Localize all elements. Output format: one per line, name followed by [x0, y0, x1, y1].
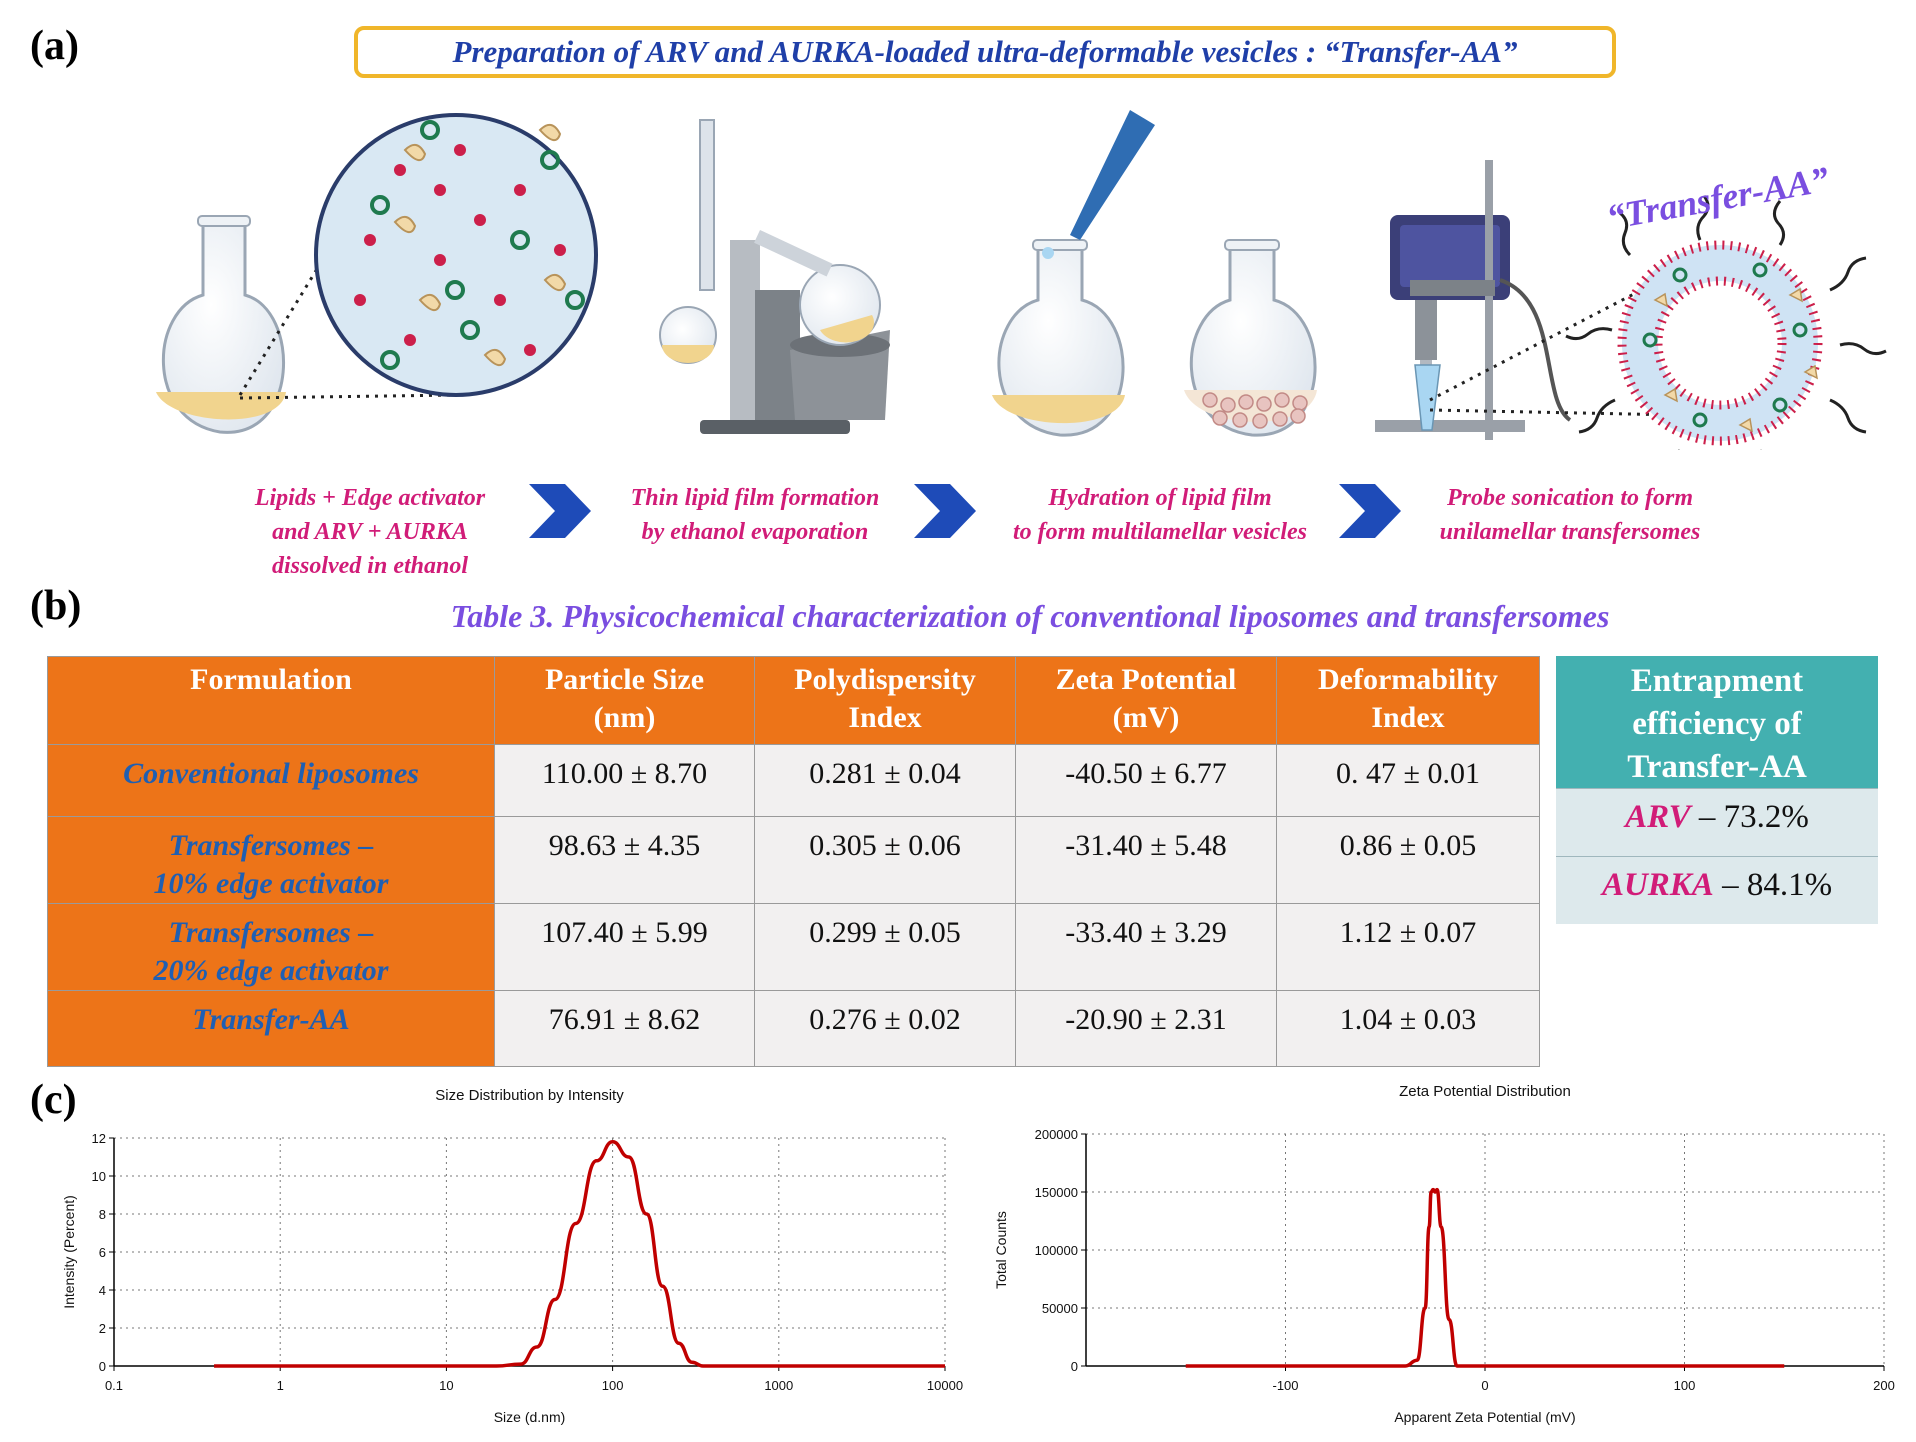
transfersome-vesicle: [1565, 195, 1887, 450]
pdi-cell: 0.305 ± 0.06: [754, 816, 1016, 904]
y-tick-label: 150000: [1035, 1185, 1078, 1200]
entrapment-value: – 73.2%: [1690, 799, 1809, 835]
y-axis-label: Intensity (Percent): [61, 1195, 77, 1309]
chevron-right-icon: [914, 484, 976, 538]
y-tick-label: 6: [99, 1245, 106, 1260]
pdi-cell: 0.299 ± 0.05: [754, 903, 1016, 991]
y-tick-label: 2: [99, 1321, 106, 1336]
y-tick-label: 200000: [1035, 1127, 1078, 1142]
table3-title: Table 3. Physicochemical characterizatio…: [450, 598, 1610, 634]
entrapment-row: AURKA – 84.1%: [1556, 856, 1878, 924]
entrapment-box: Entrapment efficiency of Transfer-AA ARV –…: [1556, 656, 1878, 924]
size-distribution-chart: Size Distribution by Intensity 0 2 4 6 8 10 12 0…: [61, 1087, 963, 1425]
entrapment-value: – 84.1%: [1713, 867, 1833, 903]
deform-cell: 0.86 ± 0.05: [1276, 816, 1540, 904]
pdi-cell: 0.281 ± 0.04: [754, 744, 1016, 817]
zeta-cell: -33.40 ± 3.29: [1015, 903, 1277, 991]
flask-1: [156, 215, 286, 434]
y-tick-label: 4: [99, 1283, 106, 1298]
zeta-cell: -20.90 ± 2.31: [1015, 990, 1277, 1067]
y-tick-label: 10: [92, 1169, 106, 1184]
chart-title: Zeta Potential Distribution: [1399, 1083, 1571, 1100]
entrapment-drug: AURKA: [1601, 867, 1714, 903]
x-tick-label: 1000: [764, 1378, 793, 1393]
table-row: Transfersomes –10% edge activator 98.63 …: [47, 816, 1540, 904]
deform-cell: 1.12 ± 0.07: [1276, 903, 1540, 991]
pdi-cell: 0.276 ± 0.02: [754, 990, 1016, 1067]
size-cell: 107.40 ± 5.99: [494, 903, 755, 991]
x-tick-label: 10: [439, 1378, 453, 1393]
entrapment-header: Entrapment efficiency of Transfer-AA: [1556, 656, 1878, 788]
vesicle-label: “Transfer-AA”: [1604, 159, 1832, 237]
chart-title: Size Distribution by Intensity: [435, 1087, 624, 1104]
y-tick-label: 0: [1071, 1359, 1078, 1374]
x-tick-label: 10000: [927, 1378, 963, 1393]
step-3-text: Hydration of lipid film to form multilame…: [1013, 485, 1307, 545]
panel-label-a: (a): [30, 23, 79, 69]
x-tick-label: 1: [277, 1378, 284, 1393]
zeta-cell: -40.50 ± 6.77: [1015, 744, 1277, 817]
series-line: [214, 1140, 945, 1368]
deform-cell: 0. 47 ± 0.01: [1276, 744, 1540, 817]
formulation-cell: Transfersomes –10% edge activator: [47, 816, 495, 904]
table-row: Conventional liposomes 110.00 ± 8.70 0.2…: [47, 744, 1540, 817]
header-formulation: Formulation: [47, 656, 495, 745]
header-particle-size: Particle Size (nm): [494, 656, 755, 745]
zoom-circle: [314, 113, 598, 397]
header-deformability: Deformability Index: [1276, 656, 1540, 745]
x-tick-label: 100: [1674, 1378, 1696, 1393]
zeta-cell: -31.40 ± 5.48: [1015, 816, 1277, 904]
header-pdi: Polydispersity Index: [754, 656, 1016, 745]
y-axis-label: Total Counts: [993, 1211, 1009, 1289]
step-2-text: Thin lipid film formation by ethanol evap…: [630, 485, 880, 545]
chevron-right-icon: [1339, 484, 1401, 538]
panel-label-c: (c): [30, 1077, 77, 1123]
formulation-cell: Transfer-AA: [47, 990, 495, 1067]
x-axis-label: Apparent Zeta Potential (mV): [1394, 1409, 1575, 1425]
flask-3: [1184, 239, 1317, 437]
step-4-text: Probe sonication to form unilamellar tran…: [1439, 485, 1701, 545]
entrapment-drug: ARV: [1625, 799, 1691, 835]
deform-cell: 1.04 ± 0.03: [1276, 990, 1540, 1067]
table-row: Transfersomes –20% edge activator 107.40…: [47, 903, 1540, 991]
x-tick-label: 0.1: [105, 1378, 123, 1393]
flask-2: [992, 110, 1155, 437]
y-tick-label: 50000: [1042, 1301, 1078, 1316]
formulation-cell: Transfersomes –20% edge activator: [47, 903, 495, 991]
preparation-illustration: “Transfer-AA”: [156, 110, 1887, 450]
y-tick-label: 100000: [1035, 1243, 1078, 1258]
x-tick-label: 0: [1481, 1378, 1488, 1393]
table-header-row: Formulation Particle Size (nm) Polydisper…: [47, 656, 1540, 745]
y-tick-label: 8: [99, 1207, 106, 1222]
x-axis-label: Size (d.nm): [494, 1409, 566, 1425]
panel-label-b: (b): [30, 583, 82, 629]
x-tick-label: -100: [1272, 1378, 1298, 1393]
step-1-text: Lipids + Edge activator and ARV + AURKA di…: [254, 485, 486, 579]
size-cell: 98.63 ± 4.35: [494, 816, 755, 904]
table-row: Transfer-AA 76.91 ± 8.62 0.276 ± 0.02 -2…: [47, 990, 1540, 1067]
size-cell: 110.00 ± 8.70: [494, 744, 755, 817]
zeta-potential-chart: Zeta Potential Distribution 0 50000 100000 1…: [993, 1083, 1895, 1425]
y-tick-label: 12: [92, 1131, 106, 1146]
probe-sonicator: [1375, 160, 1572, 440]
physicochemical-table: Formulation Particle Size (nm) Polydisper…: [47, 656, 1540, 1067]
x-tick-label: 200: [1873, 1378, 1895, 1393]
size-cell: 76.91 ± 8.62: [494, 990, 755, 1067]
prep-title: Preparation of ARV and AURKA-loaded ultr…: [354, 26, 1616, 78]
rotary-evaporator: [659, 119, 890, 434]
entrapment-row: ARV – 73.2%: [1556, 788, 1878, 856]
header-zeta: Zeta Potential (mV): [1015, 656, 1277, 745]
formulation-cell: Conventional liposomes: [47, 744, 495, 817]
chevron-right-icon: [529, 484, 591, 538]
series-line: [1185, 1187, 1785, 1368]
y-tick-label: 0: [99, 1359, 106, 1374]
x-tick-label: 100: [602, 1378, 624, 1393]
